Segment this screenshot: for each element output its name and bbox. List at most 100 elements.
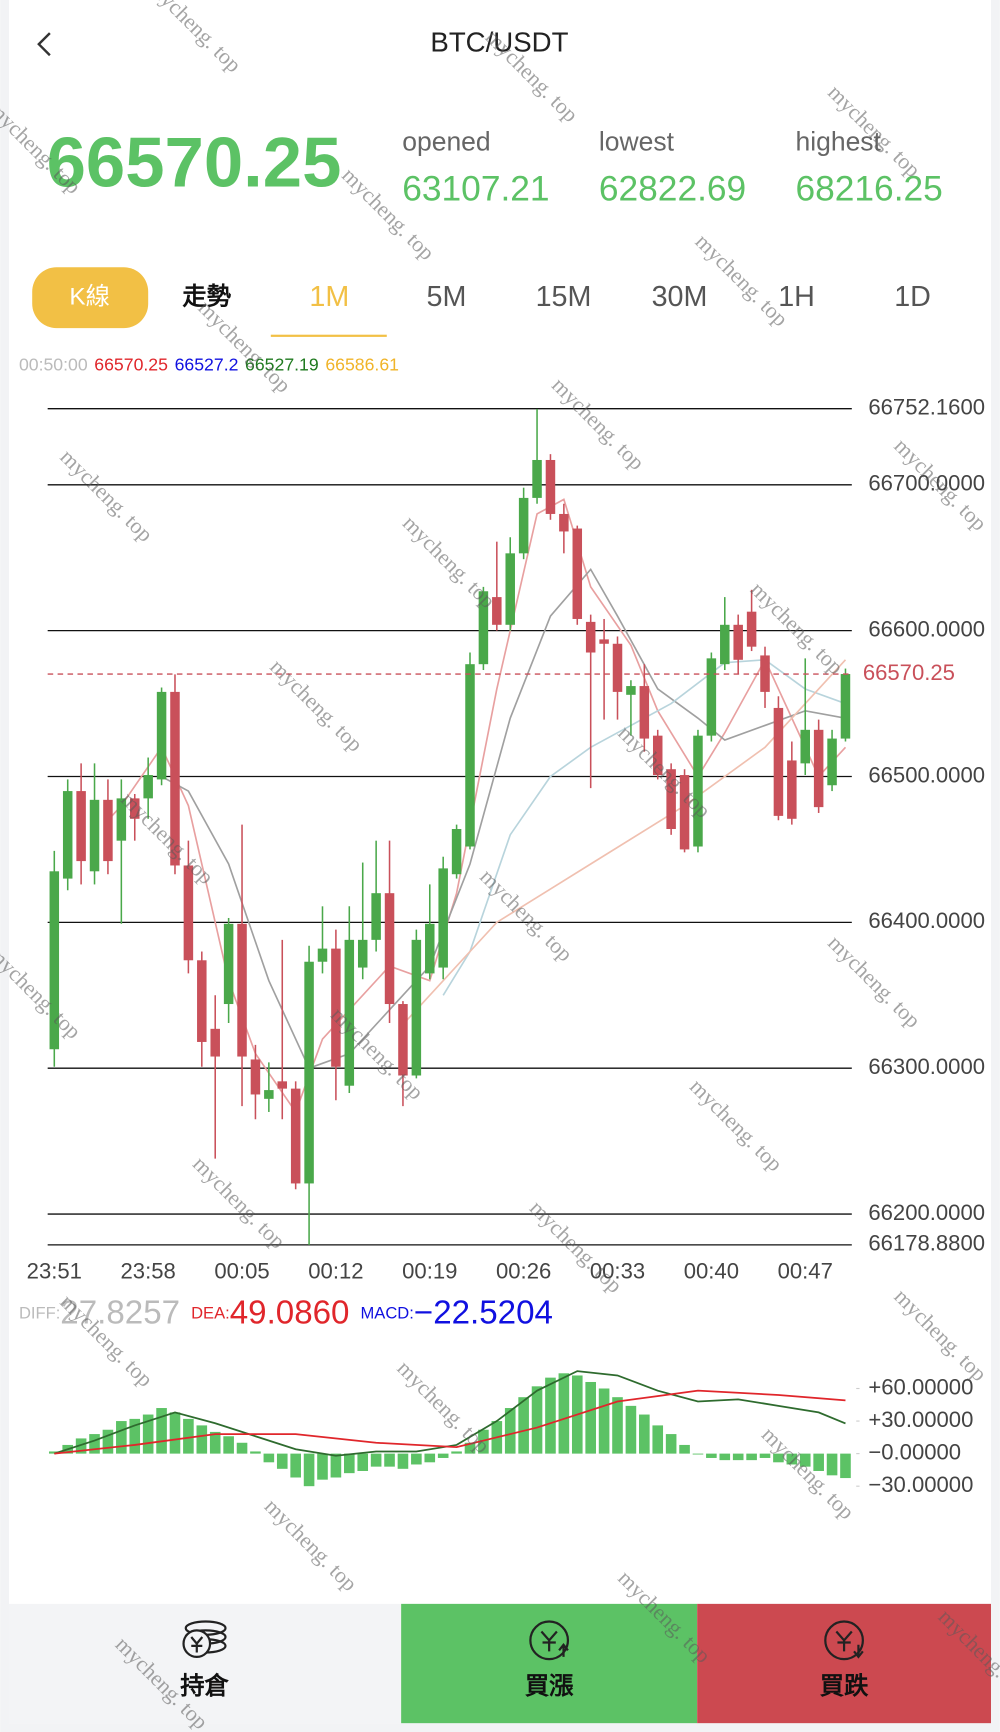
macd-bar (290, 1453, 301, 1478)
legend-value: 66527.2 (175, 354, 239, 374)
tab[interactable]: 1H (778, 281, 815, 313)
legend-value: 66586.61 (325, 354, 399, 374)
macd-bar (102, 1429, 114, 1454)
candle-body (559, 513, 569, 532)
legend-row: 00:50:00 66570.25 66527.2 66527.19 66586.61 (19, 354, 399, 374)
readout-value: −22.5204 (414, 1294, 553, 1331)
macd-bar (303, 1453, 315, 1487)
macd-bar (652, 1425, 664, 1454)
macd-bar (692, 1453, 704, 1455)
macd-bar (437, 1453, 449, 1458)
candle-body (840, 674, 851, 739)
macd-bar (518, 1397, 529, 1454)
tab[interactable]: 5M (426, 281, 466, 313)
tab[interactable]: 15M (536, 281, 592, 313)
legend: 00:50:00 66570.25 66527.2 66527.19 66586.61 (19, 354, 399, 374)
tab[interactable]: 1D (894, 281, 931, 313)
last-price-label: 66570.25 (863, 660, 955, 685)
readout-value: 49.0860 (230, 1294, 350, 1331)
action-button[interactable]: 買漲 (525, 1673, 574, 1700)
candle-body (585, 621, 596, 653)
candle-body (706, 658, 717, 736)
macd-bar (357, 1453, 369, 1471)
readout-value: 27.8257 (60, 1294, 180, 1331)
x-tick-label: 00:40 (684, 1258, 739, 1283)
candle-body (720, 624, 730, 665)
x-tick-label: 00:47 (778, 1258, 833, 1283)
candle-body (532, 459, 542, 498)
tab[interactable]: 1M (309, 281, 349, 313)
candle-body (599, 639, 609, 644)
candle-body (357, 939, 368, 968)
legend-value: 66527.19 (245, 354, 319, 374)
dea-line (54, 1389, 846, 1455)
macd-bar (840, 1453, 851, 1479)
action-button[interactable]: 持倉 (180, 1672, 229, 1700)
candle-body (733, 624, 743, 660)
tab[interactable]: K線 (69, 284, 110, 311)
y-tick-label: 66500.0000 (868, 762, 985, 787)
x-tick-label: 23:58 (121, 1258, 176, 1283)
y-tick-label: 66300.0000 (868, 1054, 985, 1079)
candle-body (465, 664, 475, 847)
y-tick-label: 66752.1600 (868, 395, 985, 420)
candle-body (438, 868, 448, 968)
macd-bar (585, 1381, 596, 1454)
candle-body (398, 1004, 408, 1076)
macd-bar (813, 1453, 824, 1471)
icon-hold (182, 1620, 227, 1658)
candle-chart: 66752.1600 66700.0000 66600.0000 66500.0000… (27, 395, 985, 1284)
x-tick-label: 00:33 (590, 1258, 645, 1283)
x-tick-label: 23:51 (27, 1258, 82, 1283)
macd-bar (799, 1453, 811, 1467)
legend-time: 00:50:00 (19, 354, 88, 374)
y-tick-label: 66178.8800 (868, 1231, 985, 1256)
macd-bar (719, 1453, 731, 1461)
candle-body (290, 1088, 301, 1184)
macd-bar (156, 1408, 167, 1454)
macd-bar (317, 1453, 328, 1480)
candle-body (492, 597, 502, 625)
macd-bar (75, 1438, 87, 1454)
icon-buy-up (529, 1620, 570, 1661)
ma-line (107, 498, 847, 1114)
candle-body (518, 497, 529, 554)
action-button[interactable]: 買跌 (820, 1673, 869, 1700)
candle-body (223, 923, 234, 1005)
macd-bar (558, 1373, 570, 1454)
tab[interactable]: 走勢 (182, 284, 231, 311)
legend-value: 66570.25 (94, 354, 168, 374)
stat-value: 62822.69 (599, 169, 746, 208)
x-tick-label: 00:12 (308, 1258, 363, 1283)
x-tick-label: 00:05 (214, 1258, 269, 1283)
candle-body (49, 871, 60, 1050)
candle-body (130, 798, 140, 819)
candle-body (156, 691, 167, 780)
candle-body (76, 791, 86, 862)
macd-bar (598, 1388, 610, 1454)
last-price: 66570.25 (47, 123, 342, 202)
macd-bar (706, 1453, 717, 1458)
macd-bar (370, 1453, 382, 1467)
candle-body (693, 735, 703, 847)
readout-name: MACD: (361, 1304, 414, 1323)
macd-bar (89, 1434, 100, 1454)
macd-bar (236, 1442, 248, 1454)
candle-body (317, 948, 328, 962)
candle-body (679, 775, 690, 850)
y-tick-label: 66400.0000 (868, 908, 985, 933)
macd-bar (250, 1451, 261, 1454)
candle-body (143, 775, 153, 799)
macd-bar (612, 1397, 623, 1454)
macd-bar (665, 1434, 677, 1454)
candle-body (612, 643, 623, 692)
candle-body (572, 528, 583, 619)
tab[interactable]: 30M (652, 281, 708, 313)
back-button[interactable] (37, 32, 51, 57)
candle-body (304, 961, 314, 1184)
candle-body (116, 798, 127, 841)
candle-body (652, 735, 663, 776)
x-tick-label: 00:19 (402, 1258, 457, 1283)
